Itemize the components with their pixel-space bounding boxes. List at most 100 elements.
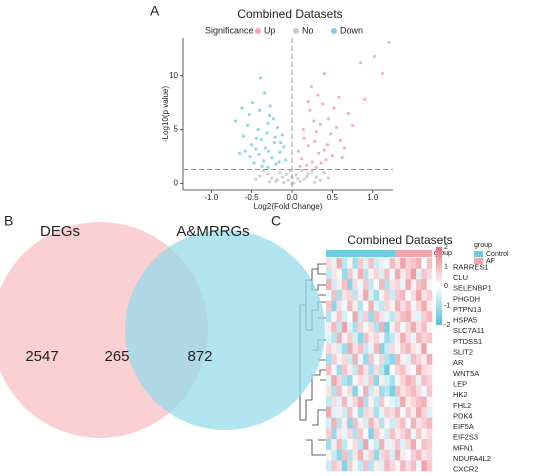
heat-cell	[326, 321, 332, 333]
heat-cell	[347, 385, 353, 397]
heat-cell	[331, 407, 337, 419]
heat-cell	[352, 439, 359, 450]
heat-cell	[357, 385, 364, 397]
point	[309, 84, 314, 89]
panel-label: C	[271, 213, 281, 229]
point	[372, 54, 377, 58]
heat-cell	[363, 449, 369, 461]
point	[304, 163, 309, 167]
heat-cell	[426, 258, 433, 269]
heat-cell	[379, 375, 385, 387]
heat-cell	[400, 279, 406, 291]
heat-cell	[384, 449, 390, 461]
heat-cell	[363, 439, 369, 450]
heat-cell	[394, 353, 401, 365]
point	[250, 101, 255, 105]
heat-cell	[389, 279, 396, 291]
heat-cell	[416, 321, 422, 333]
heat-cell	[373, 258, 380, 269]
heat-cell	[352, 460, 359, 472]
heat-cell	[389, 258, 396, 269]
colorbar-label: 0	[444, 283, 448, 290]
x-axis-label: Log2(Fold Change)	[254, 202, 323, 211]
point	[254, 147, 258, 151]
heat-cell	[357, 407, 364, 419]
point	[266, 172, 270, 176]
heat-cell	[347, 375, 353, 387]
heat-cell	[410, 375, 417, 387]
heat-cell	[400, 375, 406, 387]
point	[306, 144, 310, 148]
heat-cell	[421, 311, 427, 323]
point	[334, 125, 339, 130]
row-label: FHL2	[453, 401, 471, 410]
heat-cell	[331, 311, 337, 323]
point	[275, 125, 280, 130]
heat-cell	[416, 396, 422, 408]
heat-cell	[347, 311, 353, 323]
heat-cell	[326, 396, 332, 408]
heat-cell	[331, 364, 337, 376]
point	[247, 112, 251, 117]
point	[346, 111, 351, 116]
heat-cell	[336, 332, 343, 344]
heat-cell	[416, 385, 422, 397]
heat-cell	[421, 449, 427, 461]
point	[322, 171, 326, 175]
heat-cell	[400, 428, 406, 440]
heat-cell	[373, 289, 380, 301]
point	[268, 104, 272, 108]
point	[363, 97, 367, 102]
heat-cell	[416, 279, 422, 291]
heat-cell	[357, 279, 364, 291]
legend-swatch	[474, 251, 483, 257]
heat-cell	[379, 321, 385, 333]
heat-cell	[326, 375, 332, 387]
heat-cell	[421, 332, 427, 344]
legend-swatch	[474, 258, 483, 264]
heat-cell	[410, 279, 417, 291]
heat-cell	[400, 396, 406, 408]
heat-cell	[357, 460, 364, 472]
heat-cell	[389, 439, 396, 450]
heat-cell	[410, 332, 417, 344]
point	[241, 134, 246, 138]
heat-cell	[347, 417, 353, 429]
point	[329, 132, 333, 136]
heat-cell	[373, 321, 380, 333]
legend-marker	[293, 28, 299, 34]
point	[308, 108, 312, 112]
point	[274, 162, 278, 166]
heat-cell	[336, 407, 343, 419]
point	[273, 135, 277, 139]
heat-cell	[384, 428, 390, 440]
heat-cell	[379, 439, 385, 450]
heat-cell	[379, 396, 385, 408]
heat-cell	[379, 289, 385, 301]
heat-cell	[326, 279, 332, 291]
heat-cell	[384, 258, 390, 269]
heat-cell	[368, 417, 374, 429]
point	[296, 177, 300, 181]
heat-cell	[400, 417, 406, 429]
heat-cell	[426, 279, 433, 291]
heat-cell	[416, 353, 422, 365]
heat-cell	[357, 321, 364, 333]
heat-cell	[426, 289, 433, 301]
heat-cell	[421, 439, 427, 450]
heat-cell	[347, 300, 353, 312]
heat-cell	[389, 321, 396, 333]
row-label: SLC7A11	[453, 326, 485, 335]
heat-cell	[341, 364, 348, 376]
panel-label: A	[150, 3, 160, 19]
point	[322, 71, 326, 76]
group-cell	[373, 250, 380, 257]
heat-cell	[416, 311, 422, 323]
point	[314, 130, 318, 134]
heat-cell	[394, 289, 401, 301]
heat-cell	[384, 417, 390, 429]
heat-cell	[426, 300, 433, 312]
heat-cell	[426, 439, 433, 450]
colorbar	[436, 247, 442, 325]
heat-cell	[384, 364, 390, 376]
